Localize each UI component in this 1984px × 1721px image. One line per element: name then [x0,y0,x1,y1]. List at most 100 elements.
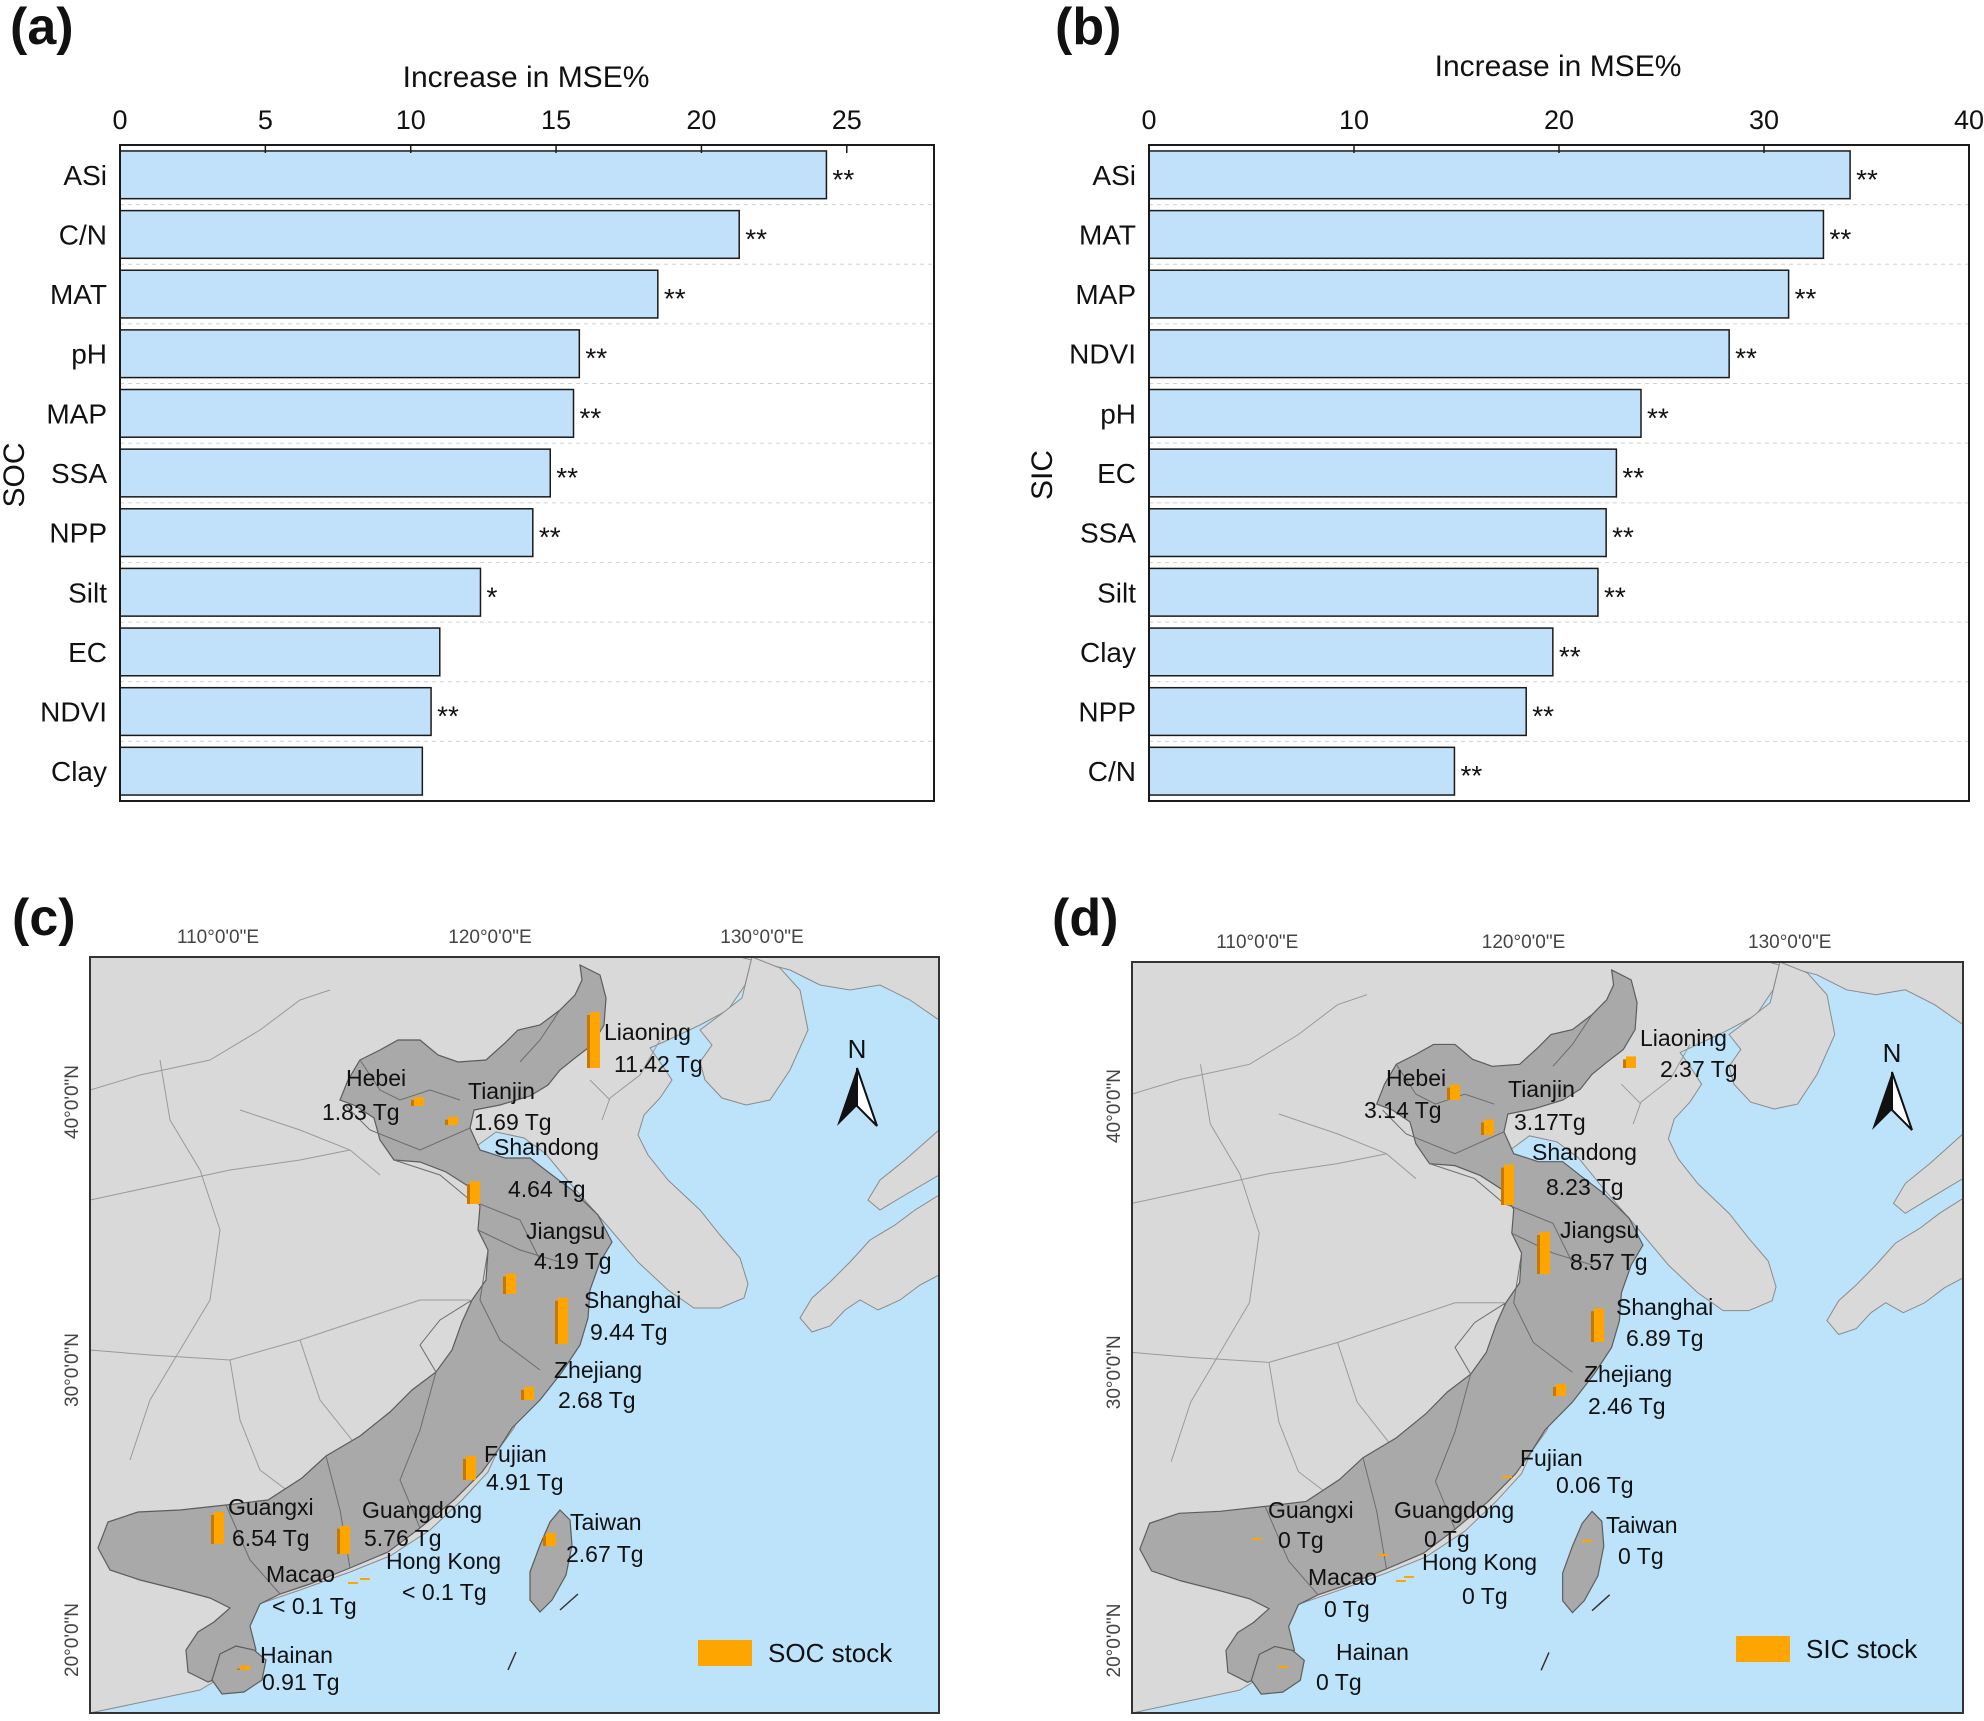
stock-bar-side-fujian [463,1458,466,1480]
north-arrow-right-half [1891,1071,1913,1131]
category-label-silt: Silt [68,577,107,608]
latitude-label: 30°0'0"N [62,1333,83,1407]
x-tick-label: 25 [832,105,862,135]
map-c-longitude-labels: 110°0'0"E 120°0'0"E 130°0'0"E [177,927,804,948]
province-name-shandong: Shandong [494,1134,599,1160]
province-value-hebei: 3.14 Tg [1364,1097,1442,1123]
stock-bar-side-hainan [237,1668,240,1670]
legend-label: SIC stock [1806,1634,1918,1664]
province-value-jiangsu: 4.19 Tg [534,1248,612,1274]
land-korea [699,957,809,1106]
north-arrow-left-half [1872,1072,1892,1130]
bar-asi [1148,150,1851,200]
map-d-legend: SIC stock [1736,1634,1918,1664]
significance-clay: ** [1559,641,1581,672]
chart-b-frame [1148,144,1970,802]
province-name-shanghai: Shanghai [1616,1294,1713,1320]
significance-silt: * [486,581,497,612]
map-frame [1131,961,1964,1714]
province-name-tianjin: Tianjin [1508,1076,1575,1102]
bar-silt [119,567,482,617]
stock-bar-side-guangxi [211,1514,214,1544]
significance-ph: ** [1647,402,1669,433]
bar-npp [1148,686,1527,737]
stock-bar-hong-kong [360,1578,370,1580]
stock-bar-liaoning [590,1012,600,1068]
province-name-jiangsu: Jiangsu [526,1218,605,1244]
bar-map [119,388,575,438]
map-d-north-arrow: N [1872,1038,1913,1131]
category-label-ph: pH [1100,398,1136,429]
province-name-liaoning: Liaoning [1640,1025,1727,1051]
map-c-province-labels: Liaoning 11.42 Tg Hebei 1.83 Tg Tianjin 1.69 … [228,1019,703,1695]
province-value-hainan: 0 Tg [1316,1669,1362,1695]
category-label-c-n: C/N [1088,756,1136,787]
taiwan-island [1562,1510,1605,1614]
stock-bar-taiwan [1582,1540,1592,1542]
land-japan [1826,1197,1963,1336]
significance-c-n: ** [745,223,767,254]
x-tick-label: 20 [686,105,716,135]
category-label-mat: MAT [50,279,107,310]
province-value-hebei: 1.83 Tg [322,1099,400,1125]
category-label-ssa: SSA [51,458,107,489]
province-name-hong-kong: Hong Kong [1422,1549,1537,1575]
x-tick-label: 20 [1544,105,1574,135]
bar-npp [119,508,534,558]
bar-c-n [119,209,740,260]
map-clip-group [90,957,939,1713]
map-d-stock-bars [1252,1056,1636,1668]
significance-mat: ** [664,283,686,314]
province-value-fujian: 4.91 Tg [486,1469,564,1495]
latitude-label: 20°0'0"N [1104,1603,1125,1677]
stock-bar-guangxi [214,1511,224,1544]
x-tick-label: 5 [258,105,273,135]
significance-asi: ** [1856,164,1878,195]
panel-label-b: (b) [1055,0,1121,56]
chart-b-ylabel: SIC [1026,450,1059,500]
map-c-latitude-labels: 40°0'0"N 30°0'0"N 20°0'0"N [62,1065,83,1677]
significance-ssa: ** [556,462,578,493]
category-label-ec: EC [1097,458,1136,489]
x-tick-label: 10 [1339,105,1369,135]
province-value-taiwan: 0 Tg [1618,1543,1664,1569]
latitude-label: 40°0'0"N [62,1065,83,1139]
province-name-taiwan: Taiwan [570,1509,642,1535]
bar-ndvi [119,686,432,737]
bar-map [1148,269,1790,319]
province-value-liaoning: 2.37 Tg [1660,1056,1738,1082]
x-tick-label: 0 [112,105,127,135]
province-value-jiangsu: 8.57 Tg [1570,1249,1648,1275]
stock-bar-shandong [1504,1164,1514,1205]
category-label-ec: EC [68,637,107,668]
province-name-hebei: Hebei [1386,1065,1446,1091]
province-name-hainan: Hainan [1336,1639,1409,1665]
stock-bar-side-liaoning [1623,1059,1626,1068]
significance-map: ** [580,402,602,433]
chart-a-significance-labels: ***************** [437,164,854,732]
north-label: N [848,1034,867,1064]
province-value-shanghai: 9.44 Tg [590,1319,668,1345]
bar-clay [119,746,424,796]
north-arrow-left-half [837,1068,857,1126]
stock-bar-jiangsu [1540,1232,1550,1274]
longitude-label: 130°0'0"E [720,927,803,948]
panel-label-a: (a) [10,0,74,56]
longitude-label: 120°0'0"E [448,927,531,948]
category-label-npp: NPP [1078,697,1136,728]
stock-bar-macao [348,1582,358,1584]
map-geometry [1132,962,1963,1713]
map-d-latitude-labels: 40°0'0"N 30°0'0"N 20°0'0"N [1104,1069,1125,1677]
x-tick-label: 30 [1749,105,1779,135]
significance-ssa: ** [1612,522,1634,553]
chart-b-bars [1148,150,1851,796]
stock-bar-side-zhejiang [521,1389,524,1400]
chart-a-frame [119,144,935,802]
province-name-guangxi: Guangxi [228,1494,314,1520]
panel-label-d: (d) [1052,889,1118,947]
province-name-tianjin: Tianjin [468,1078,535,1104]
stock-bar-guangdong [340,1525,350,1554]
stock-bar-tianjin [448,1116,458,1125]
significance-ph: ** [585,343,607,374]
